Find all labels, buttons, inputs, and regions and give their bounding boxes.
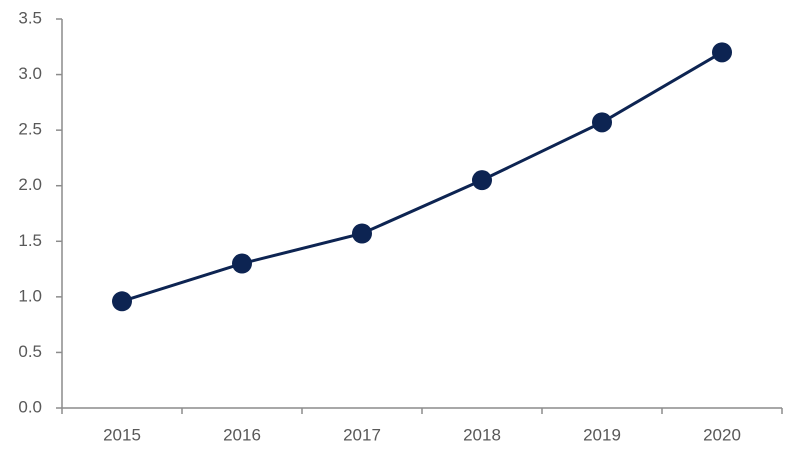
x-tick-label: 2019 — [583, 425, 621, 444]
y-tick-label: 3.5 — [18, 8, 42, 27]
x-tick-label: 2017 — [343, 425, 381, 444]
data-point — [712, 42, 732, 63]
data-point — [472, 170, 492, 191]
data-line — [121, 51, 723, 303]
x-tick-label: 2016 — [223, 425, 261, 444]
y-tick-label: 1.0 — [18, 286, 42, 305]
y-tick-label: 0.5 — [18, 342, 42, 361]
y-tick-label: 2.5 — [18, 120, 42, 139]
data-point — [592, 112, 612, 133]
y-tick-label: 0.0 — [18, 397, 42, 416]
x-tick-label: 2020 — [703, 425, 741, 444]
data-point — [352, 223, 372, 244]
x-tick-label: 2015 — [103, 425, 141, 444]
y-tick-label: 1.5 — [18, 231, 42, 250]
y-tick-label: 3.0 — [18, 64, 42, 83]
data-point — [112, 291, 132, 312]
data-point — [232, 253, 252, 274]
x-tick-label: 2018 — [463, 425, 501, 444]
y-tick-label: 2.0 — [18, 175, 42, 194]
